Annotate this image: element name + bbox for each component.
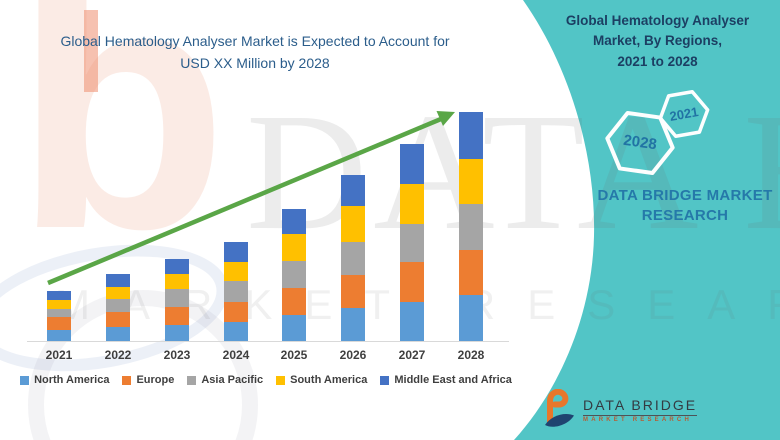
panel-title-line2: Market, By Regions, (592, 33, 723, 49)
hexagon-2021-outline (658, 89, 710, 139)
company-logo-icon (545, 389, 574, 427)
brand-wordmark-line1: DATA BRIDGE MARKET (597, 187, 773, 204)
bar-segment-2028-south-america (459, 159, 483, 204)
legend-swatch (122, 375, 132, 385)
bar-segment-2028-middle-east-and-africa (459, 112, 483, 159)
bar-segment-2023-asia-pacific (165, 289, 189, 307)
bar-segment-2024-asia-pacific (224, 281, 248, 302)
hexagon-2028-label: 2028 (622, 132, 657, 153)
chart-title: Global Hematology Analyser Market is Exp… (35, 31, 475, 74)
panel-title-line1: Global Hematology Analyser (565, 13, 750, 28)
teal-panel-path (514, 0, 780, 440)
brand-wordmark: DATA BRIDGE MARKET RESEARCH (575, 186, 780, 227)
panel-title: Global Hematology Analyser Market, By Re… (545, 11, 770, 72)
legend-label: Middle East and Africa (394, 374, 512, 386)
stacked-bar-2022 (106, 274, 130, 341)
company-logo: DATA BRIDGE MARKET RESEARCH (543, 389, 698, 431)
bar-segment-2021-asia-pacific (47, 309, 71, 317)
logo-name: DATA BRIDGE (583, 397, 698, 416)
bar-segment-2023-europe (165, 307, 189, 325)
bar-segment-2021-middle-east-and-africa (47, 291, 71, 300)
x-axis-label-2027: 2027 (398, 348, 426, 362)
x-axis-label-2025: 2025 (280, 348, 308, 362)
x-axis-label-2026: 2026 (339, 348, 367, 362)
legend-item-asia-pacific: Asia Pacific (187, 374, 263, 386)
legend-item-middle-east-and-africa: Middle East and Africa (380, 374, 512, 386)
x-axis-label-2022: 2022 (104, 348, 132, 362)
legend-label: Asia Pacific (201, 374, 264, 386)
hexagon-2021-label: 2021 (668, 104, 699, 124)
x-axis-label-2024: 2024 (222, 348, 250, 362)
legend-label: North America (34, 374, 110, 386)
legend-label: Europe (136, 374, 175, 386)
bar-segment-2025-north-america (282, 315, 306, 341)
panel-title-line3: 2021 to 2028 (617, 53, 698, 69)
bar-segment-2025-europe (282, 288, 306, 315)
bar-segment-2028-europe (459, 250, 483, 295)
bar-segment-2028-asia-pacific (459, 204, 483, 250)
legend-swatch (276, 375, 286, 385)
logo-swoosh-blue (545, 413, 574, 427)
legend-swatch (20, 375, 30, 385)
legend-label: South America (290, 374, 368, 386)
bar-segment-2023-north-america (165, 325, 189, 341)
legend-swatch (187, 375, 197, 385)
bar-segment-2026-north-america (341, 308, 365, 341)
legend-item-europe: Europe (122, 374, 174, 386)
bar-segment-2021-south-america (47, 300, 71, 309)
bar-segment-2021-north-america (47, 330, 71, 341)
brand-wordmark-line2: RESEARCH (641, 207, 729, 225)
x-axis-label-2028: 2028 (457, 348, 485, 362)
legend-item-south-america: South America (276, 374, 367, 386)
chart-title-line2: USD XX Million by 2028 (180, 54, 330, 71)
bar-segment-2022-asia-pacific (106, 299, 130, 312)
bar-segment-2024-north-america (224, 322, 248, 341)
legend-swatch (380, 375, 390, 385)
logo-b-orange (547, 389, 569, 425)
x-axis-line (27, 341, 509, 342)
year-hexagons: 2028 2021 (605, 89, 710, 176)
logo-subtext: MARKET RESEARCH (583, 417, 693, 423)
bar-segment-2022-europe (106, 312, 130, 327)
stacked-bar-2021 (47, 291, 71, 341)
bar-segment-2022-south-america (106, 287, 130, 299)
x-axis-label-2023: 2023 (163, 348, 191, 362)
logo-text-block: DATA BRIDGE MARKET RESEARCH (583, 397, 698, 423)
legend-item-north-america: North America (20, 374, 109, 386)
bar-segment-2021-europe (47, 317, 71, 330)
stacked-bar-2028 (459, 112, 483, 341)
x-axis-label-2021: 2021 (45, 348, 73, 362)
bar-segment-2022-north-america (106, 327, 130, 341)
bar-segment-2028-north-america (459, 295, 483, 341)
chart-legend: North America Europe Asia Pacific South Ame… (20, 374, 512, 386)
hexagon-2021 (658, 89, 710, 139)
chart-title-line1: Global Hematology Analyser Market is Exp… (60, 33, 450, 49)
bar-segment-2027-north-america (400, 302, 424, 341)
bar-segment-2024-europe (224, 302, 248, 322)
